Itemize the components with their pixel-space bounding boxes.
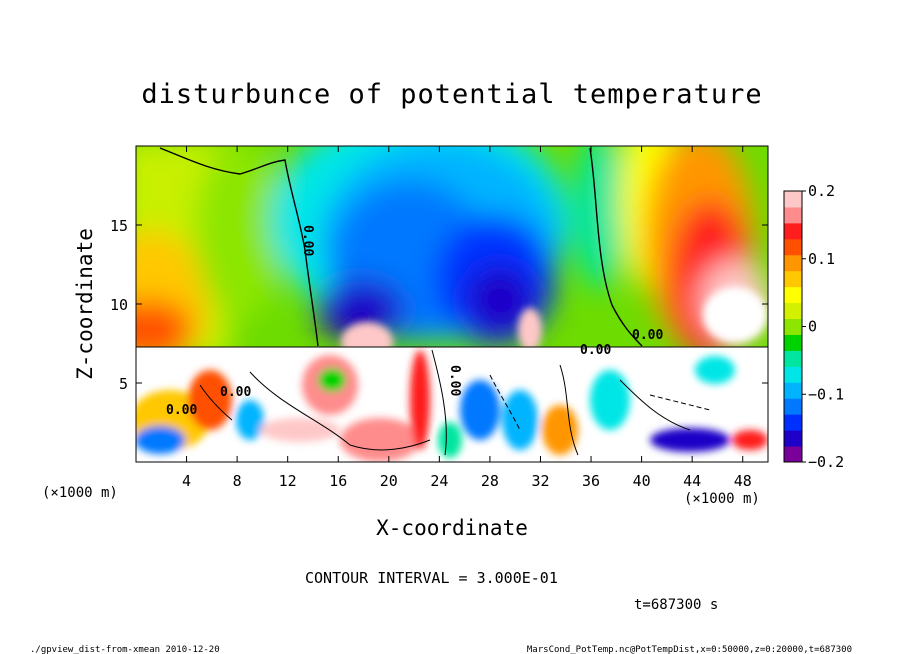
y-tick-label: 15 [110, 217, 128, 235]
contour-label: 0.00 [632, 328, 663, 343]
colorbar-swatch [784, 414, 802, 431]
x-tick-label: 44 [683, 472, 701, 490]
x-tick-label: 40 [633, 472, 651, 490]
colorbar-tick-label: −0.2 [808, 453, 844, 471]
colorbar-swatch [784, 334, 802, 351]
x-tick-label: 4 [182, 472, 191, 490]
x-axis-title: X-coordinate [376, 516, 528, 540]
x-tick-label: 20 [380, 472, 398, 490]
heatmap-plot: 0.00 0.00 0.00 0.00 0.00 0.00 [136, 146, 768, 462]
contour-label: 0.00 [447, 365, 462, 396]
x-unit-label-right: (×1000 m) [684, 491, 760, 507]
colorbar-swatch [784, 222, 802, 240]
colorbar-tick-label: 0 [808, 318, 817, 336]
x-tick-label: 12 [279, 472, 297, 490]
y-axis: 5 10 15 [110, 217, 768, 393]
colorbar-ticks: 0.2 0.1 0 −0.1 −0.2 [802, 182, 844, 471]
colorbar-swatch [784, 430, 802, 447]
colorbar-swatch [784, 206, 802, 224]
colorbar-swatch [784, 270, 802, 288]
contour-interval-label: CONTOUR INTERVAL = 3.000E-01 [305, 569, 558, 587]
colorbar-swatch [784, 238, 802, 256]
zero-contour-left [159, 147, 319, 347]
x-axis: 4 8 12 16 20 24 28 32 36 40 44 48 [182, 146, 752, 490]
colorbar-swatch [784, 382, 802, 399]
y-axis-title: Z-coordinate [73, 228, 97, 380]
colorbar-swatch [784, 446, 802, 463]
colorbar-tick-label: −0.1 [808, 385, 844, 403]
x-tick-label: 48 [734, 472, 752, 490]
colorbar-swatch [784, 398, 802, 415]
colorbar-swatch [784, 366, 802, 383]
x-tick-label: 24 [430, 472, 448, 490]
colorbar-swatch [784, 302, 802, 320]
y-tick-label: 10 [110, 296, 128, 314]
colorbar-swatch [784, 191, 802, 208]
contour-label: 0.00 [300, 225, 315, 256]
time-label: t=687300 s [634, 597, 718, 613]
contour-label: 0.00 [580, 343, 611, 358]
x-tick-label: 36 [582, 472, 600, 490]
x-tick-label: 16 [329, 472, 347, 490]
lower-field [136, 350, 768, 462]
footer-left: ./gpview_dist-from-xmean 2010-12-20 [30, 645, 220, 654]
y-tick-label: 5 [119, 375, 128, 393]
contour-label: 0.00 [220, 385, 251, 400]
x-tick-label: 32 [531, 472, 549, 490]
colorbar-swatch [784, 318, 802, 335]
colorbar-swatch [784, 350, 802, 367]
colorbar [783, 190, 803, 463]
colorbar-swatch [784, 286, 802, 304]
negative-contours [489, 374, 711, 431]
colorbar-tick-label: 0.2 [808, 182, 835, 200]
colorbar-tick-label: 0.1 [808, 250, 835, 268]
footer-right: MarsCond_PotTemp.nc@PotTempDist,x=0:5000… [527, 645, 852, 654]
contour-labels: 0.00 0.00 0.00 0.00 0.00 0.00 [166, 225, 663, 418]
zero-contour-right [589, 147, 643, 347]
colorbar-swatch [784, 254, 802, 272]
chart-title: disturbunce of potential temperature [141, 79, 762, 110]
x-tick-label: 28 [481, 472, 499, 490]
contour-label: 0.00 [166, 403, 197, 418]
lower-contours [199, 349, 691, 456]
x-tick-label: 8 [233, 472, 242, 490]
x-unit-label: (×1000 m) [42, 485, 118, 501]
